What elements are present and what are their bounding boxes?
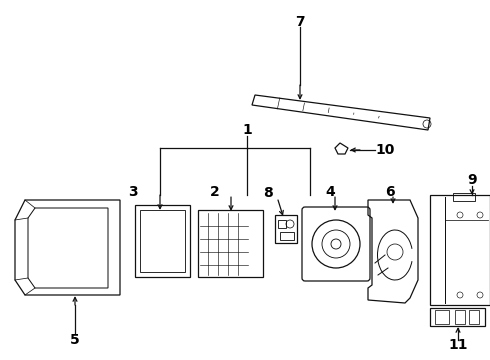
Bar: [198, 210, 263, 277]
Text: 4: 4: [325, 185, 335, 199]
Bar: [280, 232, 294, 240]
Bar: [275, 215, 297, 243]
Text: 1: 1: [242, 123, 252, 137]
Bar: [278, 220, 286, 228]
Text: 6: 6: [385, 185, 395, 199]
Text: 8: 8: [263, 186, 273, 200]
Bar: [455, 310, 465, 324]
Text: 7: 7: [295, 15, 305, 29]
Text: 3: 3: [128, 185, 138, 199]
Text: 5: 5: [70, 333, 80, 347]
Bar: [453, 193, 475, 201]
Text: 11: 11: [448, 338, 468, 352]
Bar: [469, 310, 479, 324]
Text: 9: 9: [467, 173, 477, 187]
Bar: [135, 205, 190, 277]
Bar: [140, 210, 185, 272]
Text: 10: 10: [375, 143, 394, 157]
Bar: [435, 310, 449, 324]
Text: 2: 2: [210, 185, 220, 199]
Bar: [430, 308, 485, 326]
